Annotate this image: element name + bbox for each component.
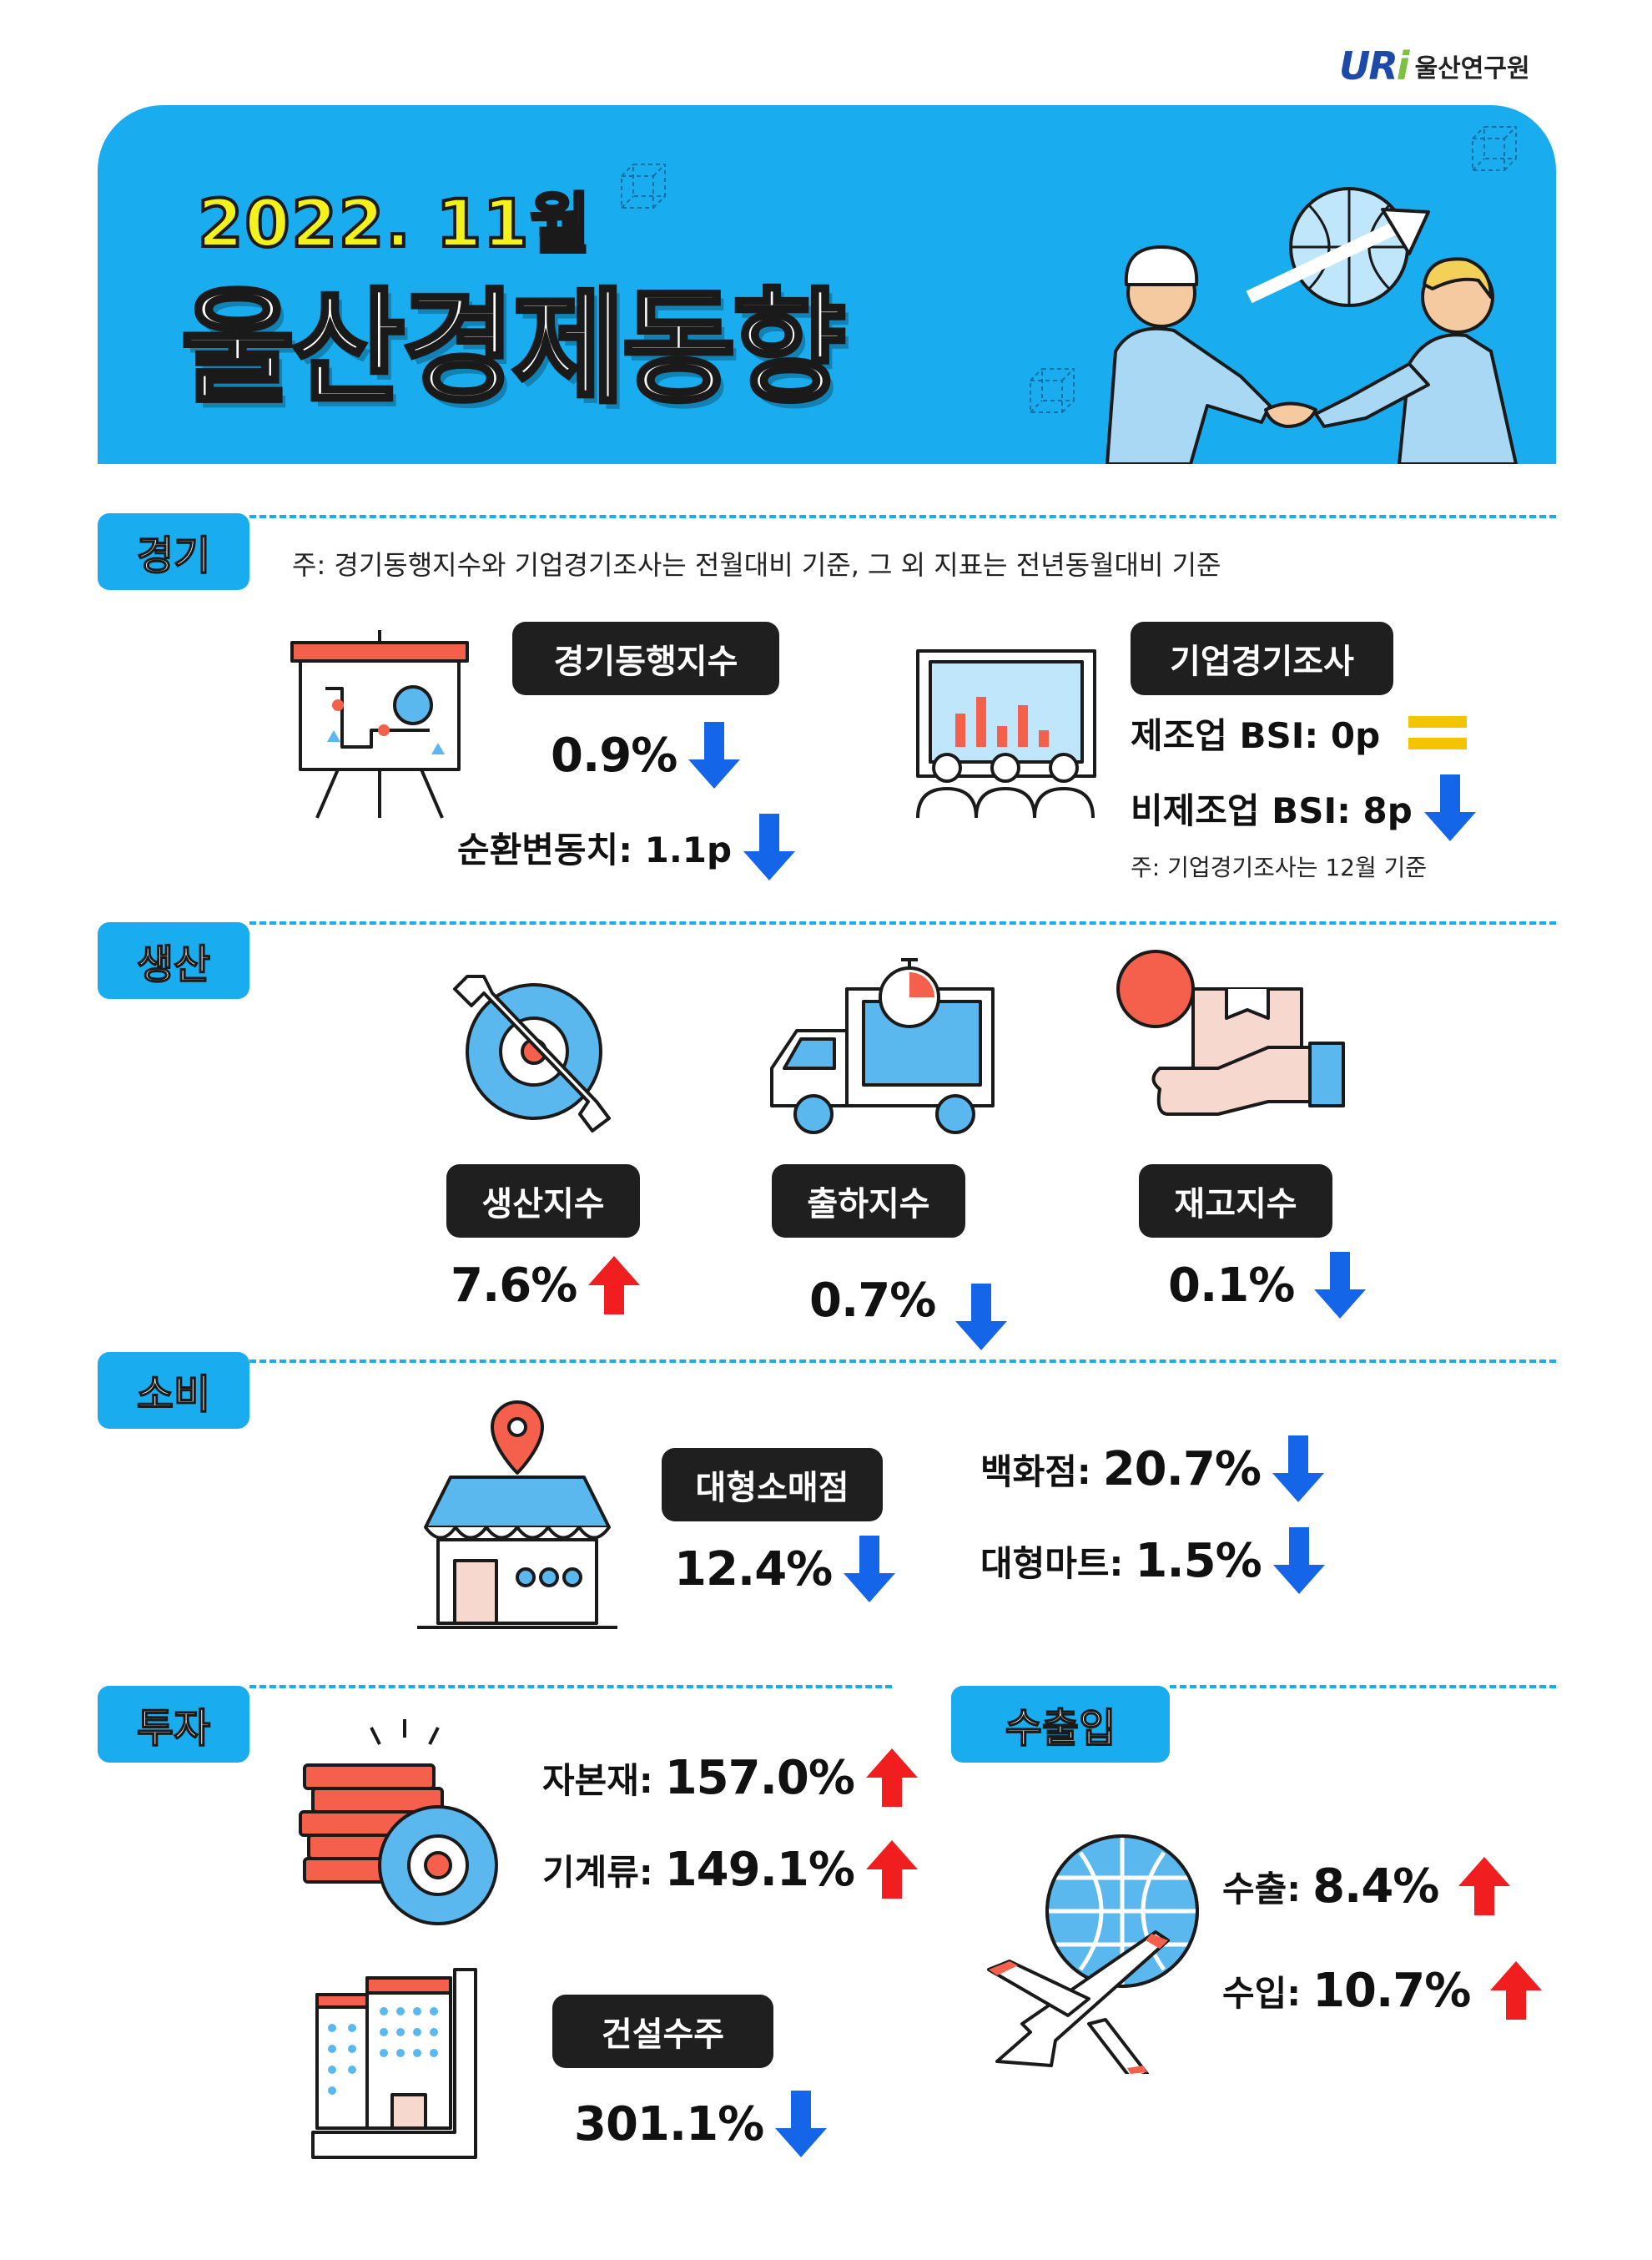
up-arrow-icon <box>865 1840 918 1899</box>
section-tag-investment: 투자 <box>98 1686 249 1763</box>
large-retail-label: 대형소매점 <box>662 1448 883 1521</box>
section-divider <box>249 1360 1556 1363</box>
section-divider <box>1170 1685 1556 1688</box>
cyclical-value: 순환변동치: 1.1p <box>457 829 733 870</box>
section-divider <box>249 921 1556 925</box>
section-tag-trade: 수출입 <box>951 1686 1170 1763</box>
exports-value: 8.4% <box>1312 1859 1439 1914</box>
large-retail-value-row: 12.4% <box>674 1536 896 1602</box>
up-arrow-icon <box>865 1748 918 1807</box>
section-divider <box>249 515 1556 518</box>
down-arrow-icon <box>1272 1435 1324 1502</box>
hero-title: 울산경제동향 <box>179 275 849 422</box>
capital-goods-value: 157.0% <box>664 1750 855 1805</box>
coincident-index-value-row: 0.9% <box>551 722 741 789</box>
delivery-truck-icon <box>770 958 995 1134</box>
bsi-label: 기업경기조사 <box>1131 622 1393 695</box>
bsi-note: 주: 기업경기조사는 12월 기준 <box>1131 854 1428 881</box>
production-index-label: 생산지수 <box>446 1164 640 1238</box>
up-arrow-icon <box>588 1256 641 1314</box>
machinery-label: 기계류: <box>542 1851 653 1893</box>
cube-icon <box>621 164 666 209</box>
handshake-illustration <box>1106 187 1518 464</box>
logo: URi 울산연구원 <box>1339 43 1530 88</box>
cube-icon <box>1472 126 1517 171</box>
gear-wrench-icon <box>453 975 611 1133</box>
down-arrow-icon <box>688 722 741 789</box>
department-store-row: 백화점: 20.7% <box>980 1435 1324 1502</box>
hypermarket-value: 1.5% <box>1135 1533 1262 1588</box>
inventory-index-label: 재고지수 <box>1139 1164 1332 1238</box>
cyclical-value-row: 순환변동치: 1.1p <box>457 814 796 880</box>
shipment-index-value-row: 0.7% <box>809 1250 1008 1350</box>
inventory-index-value-row: 0.1% <box>1168 1252 1367 1319</box>
up-arrow-icon <box>1458 1857 1511 1915</box>
equal-icon <box>1408 715 1468 749</box>
construction-orders-label: 건설수주 <box>552 1995 773 2068</box>
down-arrow-icon <box>844 1536 896 1602</box>
department-store-label: 백화점: <box>980 1450 1091 1492</box>
economy-note: 주: 경기동행지수와 기업경기조사는 전월대비 기준, 그 외 지표는 전년동월… <box>292 549 1221 581</box>
section-divider <box>249 1685 892 1688</box>
coincident-index-value: 0.9% <box>551 728 677 783</box>
store-location-icon <box>417 1400 617 1629</box>
hypermarket-label: 대형마트: <box>980 1542 1124 1584</box>
down-arrow-icon <box>1272 1527 1325 1594</box>
hero-year: 2022. 11월 <box>196 185 592 264</box>
cube-icon <box>1030 368 1075 413</box>
production-index-value: 7.6% <box>451 1258 577 1313</box>
shipment-index-label: 출하지수 <box>772 1164 965 1238</box>
bsi-manufacturing-value: 제조업 BSI: 0p <box>1131 715 1381 756</box>
capital-goods-label: 자본재: <box>542 1759 653 1801</box>
department-store-value: 20.7% <box>1102 1441 1262 1496</box>
presentation-board-icon <box>290 630 469 819</box>
machinery-row: 기계류: 149.1% <box>542 1840 918 1899</box>
capital-goods-row: 자본재: 157.0% <box>542 1748 918 1807</box>
hero-banner: 2022. 11월 울산경제동향 <box>98 105 1556 464</box>
buildings-construction-icon <box>311 1968 477 2159</box>
logo-mark: URi <box>1339 43 1410 88</box>
down-arrow-icon <box>1314 1252 1367 1319</box>
meeting-screen-icon <box>916 649 1096 819</box>
down-arrow-icon <box>1423 774 1476 841</box>
up-arrow-icon <box>1490 1961 1543 2020</box>
exports-label: 수출: <box>1222 1868 1302 1909</box>
bsi-manufacturing-row: 제조업 BSI: 0p <box>1131 708 1468 759</box>
bsi-non-manufacturing-value: 비제조업 BSI: 8p <box>1131 789 1413 831</box>
machinery-value: 149.1% <box>664 1842 855 1897</box>
large-retail-value: 12.4% <box>674 1541 833 1597</box>
down-arrow-icon <box>955 1284 1008 1350</box>
globe-airplane-icon <box>987 1834 1199 2074</box>
section-tag-economy: 경기 <box>98 513 249 590</box>
inventory-index-value: 0.1% <box>1168 1258 1295 1313</box>
imports-value: 10.7% <box>1312 1963 1471 2018</box>
hypermarket-row: 대형마트: 1.5% <box>980 1527 1325 1594</box>
production-index-value-row: 7.6% <box>451 1256 641 1314</box>
imports-row: 수입: 10.7% <box>1222 1961 1543 2020</box>
exports-row: 수출: 8.4% <box>1222 1857 1511 1915</box>
down-arrow-icon <box>775 2091 828 2157</box>
inventory-hand-icon <box>1116 950 1345 1116</box>
logo-name: 울산연구원 <box>1414 54 1530 83</box>
imports-label: 수입: <box>1222 1972 1302 2014</box>
section-tag-production: 생산 <box>98 922 249 999</box>
construction-orders-value-row: 301.1% <box>574 2091 828 2157</box>
bsi-non-manufacturing-row: 비제조업 BSI: 8p <box>1131 774 1476 841</box>
down-arrow-icon <box>743 814 796 880</box>
construction-orders-value: 301.1% <box>574 2096 764 2152</box>
coins-gear-icon <box>299 1719 498 1925</box>
shipment-index-value: 0.7% <box>809 1273 936 1328</box>
section-tag-consumption: 소비 <box>98 1352 249 1429</box>
coincident-index-label: 경기동행지수 <box>512 622 779 695</box>
